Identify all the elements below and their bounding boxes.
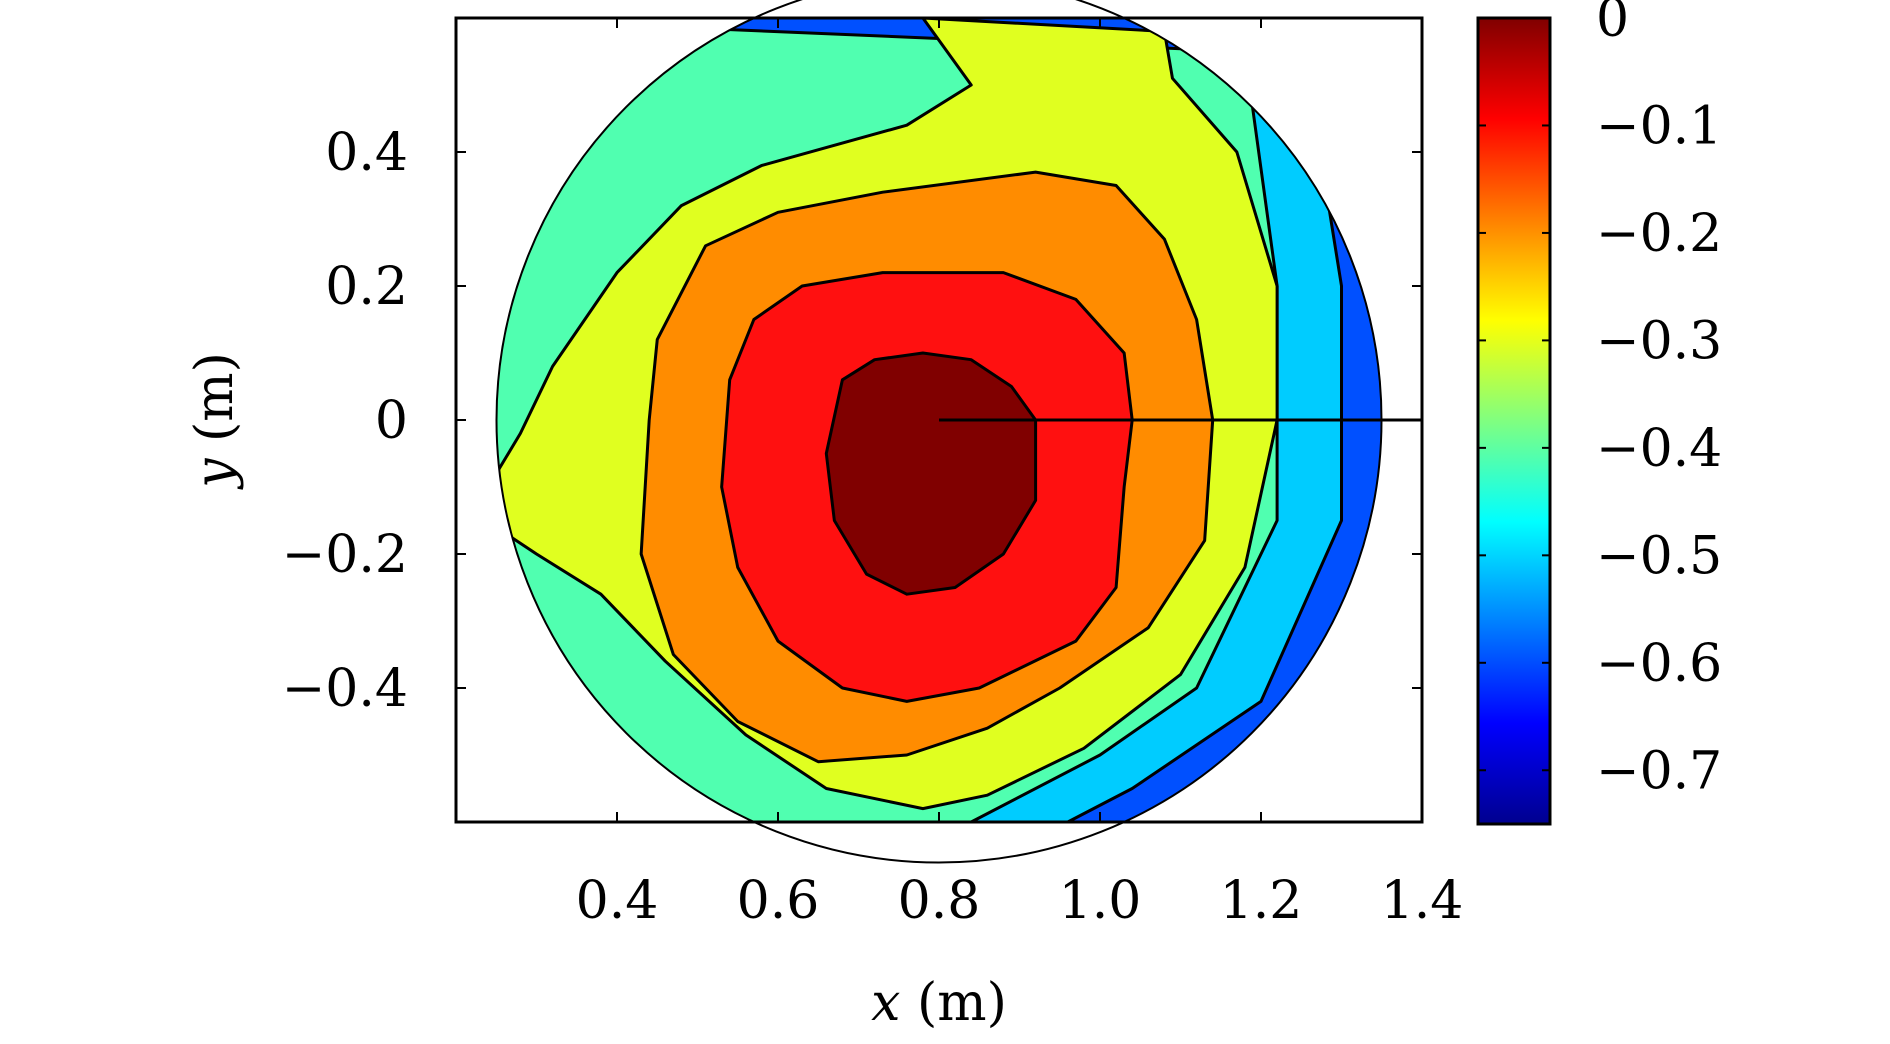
x-tick-label: 0.4 [576, 871, 659, 931]
x-tick-label: 1.4 [1381, 871, 1464, 931]
y-tick-label: 0.2 [325, 257, 408, 317]
colorbar [1476, 16, 1552, 826]
x-axis-label: x (m) [871, 973, 1007, 1033]
y-tick-label: −0.4 [282, 659, 408, 719]
y-tick-label: −0.2 [282, 525, 408, 585]
contour-level [824, 351, 1038, 596]
colorbar-tick-label: −0.3 [1596, 311, 1722, 371]
x-tick-label: 1.0 [1059, 871, 1142, 931]
colorbar-tick-label: −0.6 [1596, 634, 1722, 694]
y-tick-label: 0.4 [325, 123, 408, 183]
colorbar-tick-label: −0.2 [1596, 204, 1722, 264]
contour-fields [496, 16, 1382, 824]
domain-outline [495, 0, 1383, 864]
colorbar-ticks: 0 −0.1 −0.2 −0.3 −0.4 −0.5 −0.6 −0.7 [1478, 0, 1722, 801]
colorbar-tick-label: −0.1 [1596, 96, 1722, 156]
colorbar-tick-label: −0.7 [1596, 741, 1722, 801]
y-axis-unit: (m) [185, 352, 245, 458]
x-tick-label: 0.6 [737, 871, 820, 931]
x-axis-unit: (m) [900, 973, 1006, 1033]
colorbar-tick-label: −0.5 [1596, 526, 1722, 586]
x-tick-label: 0.8 [898, 871, 981, 931]
colorbar-tick-label: −0.4 [1596, 419, 1722, 479]
x-tick-label: 1.2 [1220, 871, 1303, 931]
colorbar-tick-label: 0 [1596, 0, 1629, 49]
y-axis-ticks: 0.4 0.2 0 −0.2 −0.4 [282, 123, 1422, 719]
y-tick-label: 0 [375, 391, 408, 451]
x-axis-ticks: 0.4 0.6 0.8 1.0 1.2 1.4 [576, 18, 1464, 931]
y-axis-var: y [185, 458, 245, 490]
y-axis-label: y (m) [185, 352, 245, 490]
x-axis-var: x [871, 973, 900, 1033]
